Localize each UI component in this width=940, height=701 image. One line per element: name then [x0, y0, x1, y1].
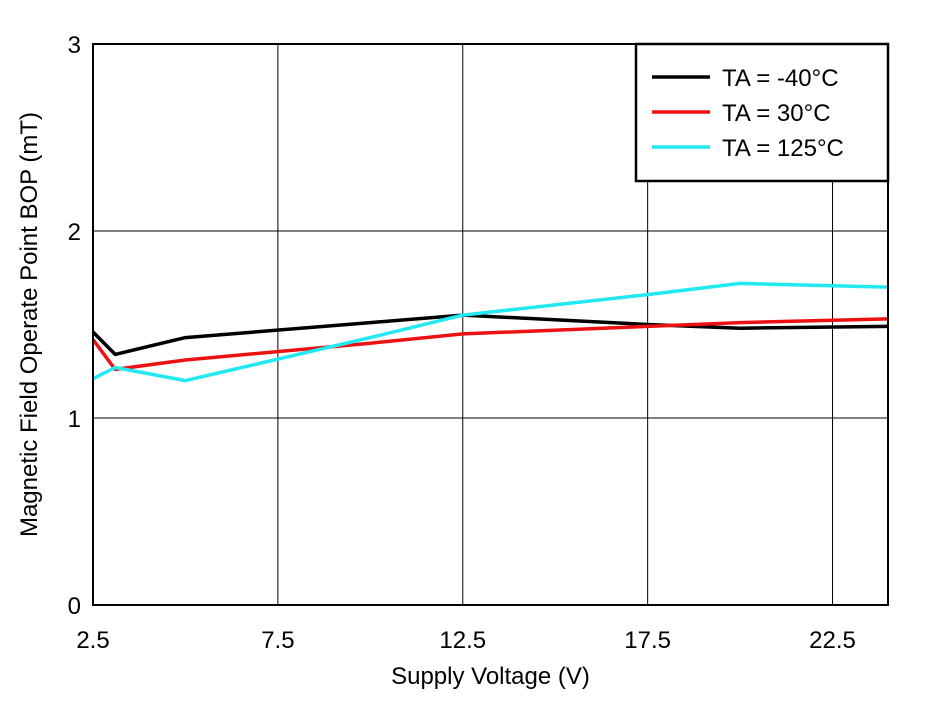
y-tick-label: 0 [68, 593, 81, 620]
x-axis-ticks: 2.5 7.5 12.5 17.5 22.5 [76, 627, 856, 654]
y-tick-label: 3 [68, 32, 81, 59]
y-axis-title: Magnetic Field Operate Point BOP (mT) [16, 112, 43, 537]
y-tick-label: 1 [68, 406, 81, 433]
plot-frame [92, 43, 889, 606]
series-lines [91, 281, 889, 383]
x-tick-label: 22.5 [809, 627, 856, 654]
series-line-3 [92, 281, 889, 383]
legend-label: TA = 30°C [722, 100, 831, 127]
y-tick-label: 2 [68, 219, 81, 246]
x-tick-label: 7.5 [261, 627, 294, 654]
series-line-2 [91, 317, 889, 372]
x-axis-title: Supply Voltage (V) [391, 663, 590, 690]
x-tick-label: 2.5 [76, 627, 109, 654]
x-tick-label: 17.5 [624, 627, 671, 654]
y-axis-ticks: 0 1 2 3 [68, 32, 81, 620]
legend-label: TA = 125°C [722, 135, 844, 162]
x-tick-label: 12.5 [439, 627, 486, 654]
series-line-1 [91, 313, 889, 357]
legend: TA = -40°C TA = 30°C TA = 125°C [634, 42, 890, 183]
legend-label: TA = -40°C [722, 65, 839, 92]
